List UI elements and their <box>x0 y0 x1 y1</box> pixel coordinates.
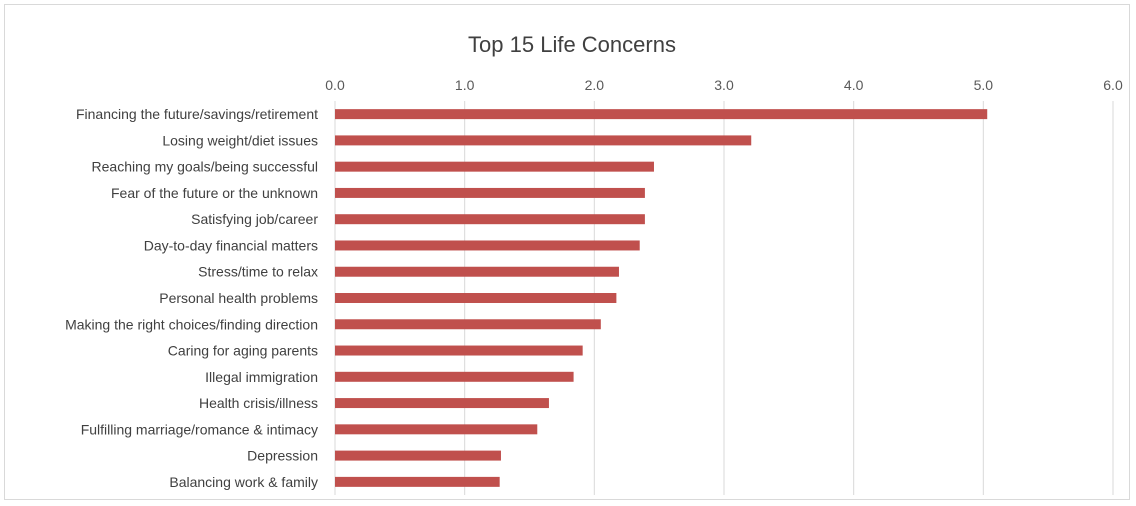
bar <box>335 345 583 356</box>
bar <box>335 240 640 251</box>
bar <box>335 109 988 120</box>
x-tick-label: 6.0 <box>1103 77 1123 93</box>
category-label: Financing the future/savings/retirement <box>76 106 318 122</box>
category-label: Day-to-day financial matters <box>144 237 318 253</box>
x-tick-label: 3.0 <box>714 77 734 93</box>
x-tick-label: 1.0 <box>455 77 475 93</box>
x-tick-label: 5.0 <box>974 77 994 93</box>
bar <box>335 450 501 461</box>
bar <box>335 293 617 303</box>
category-label: Balancing work & family <box>169 474 318 490</box>
bars <box>335 109 988 487</box>
category-label: Satisfying job/career <box>191 211 318 227</box>
bar <box>335 187 645 198</box>
x-tick-label: 4.0 <box>844 77 864 93</box>
bar <box>335 398 549 409</box>
category-labels: Financing the future/savings/retirement L… <box>65 106 318 490</box>
chart-frame <box>4 4 1130 500</box>
bar <box>335 161 654 172</box>
category-label: Health crisis/illness <box>199 395 318 411</box>
category-label: Reaching my goals/being successful <box>92 159 318 175</box>
category-label: Stress/time to relax <box>198 264 318 280</box>
category-label: Losing weight/diet issues <box>162 132 318 148</box>
chart-title: Top 15 Life Concerns <box>468 32 676 57</box>
category-label: Illegal immigration <box>205 369 318 385</box>
x-tick-label: 0.0 <box>325 77 345 93</box>
bar <box>335 266 619 277</box>
x-tick-label: 2.0 <box>585 77 605 93</box>
bar <box>335 424 538 435</box>
category-label: Making the right choices/finding directi… <box>65 316 318 332</box>
bar <box>335 135 752 146</box>
category-label: Fear of the future or the unknown <box>111 185 318 201</box>
category-label: Fulfilling marriage/romance & intimacy <box>81 421 318 437</box>
category-label: Depression <box>247 448 318 464</box>
category-label: Caring for aging parents <box>168 343 318 359</box>
bar <box>335 214 645 225</box>
bar <box>335 371 574 382</box>
x-axis-ticks: 0.0 1.0 2.0 3.0 4.0 5.0 6.0 <box>325 77 1123 93</box>
bar <box>335 319 601 330</box>
bar <box>335 476 500 487</box>
category-label: Personal health problems <box>159 290 318 306</box>
